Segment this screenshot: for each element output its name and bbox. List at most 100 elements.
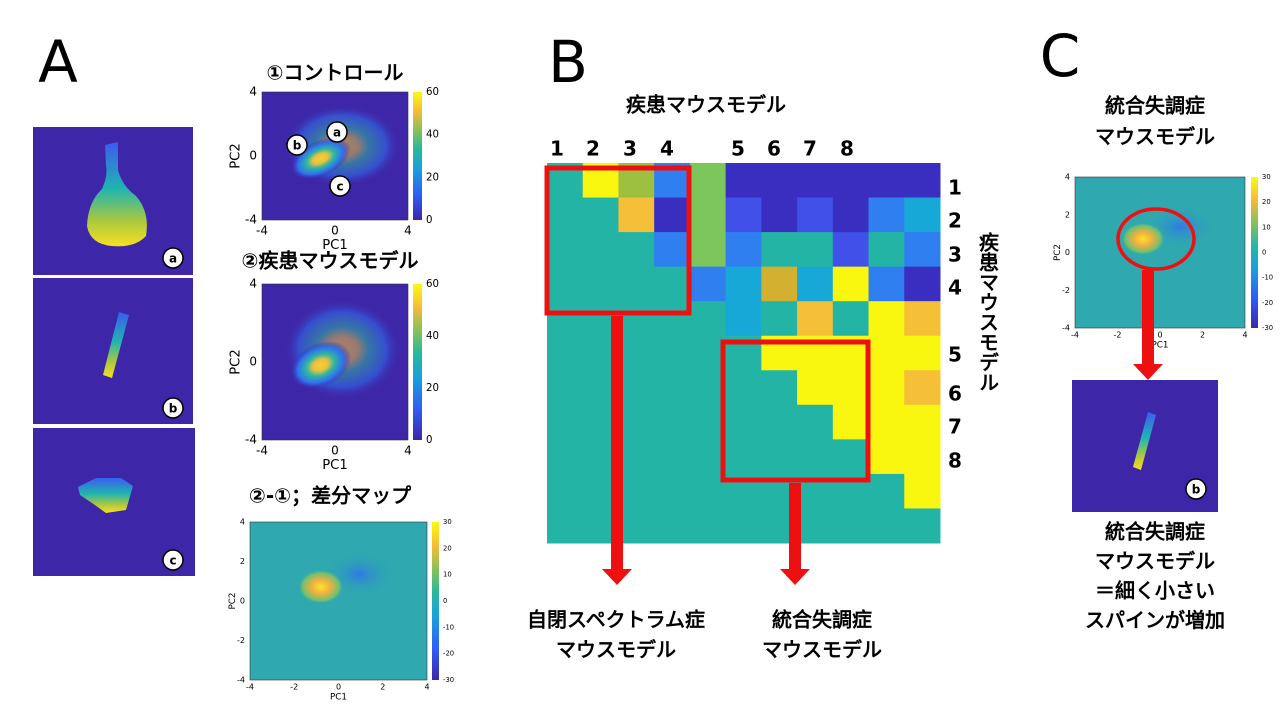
positive-region xyxy=(297,569,344,605)
circle-label: b xyxy=(169,402,178,416)
matrix-cell xyxy=(761,439,798,475)
plot-frame xyxy=(261,283,409,441)
matrix-cell xyxy=(725,508,762,544)
matrix-cell xyxy=(547,197,584,233)
column-number: 2 xyxy=(586,137,600,161)
x-tick-label: 0 xyxy=(331,443,339,457)
x-tick-label: 2 xyxy=(1200,331,1205,340)
y-tick-label: 2 xyxy=(1065,210,1070,219)
matrix-cell xyxy=(904,163,941,199)
matrix-cell xyxy=(868,301,905,337)
panel-title: 統合失調症 xyxy=(1105,94,1205,118)
plot-title: ①コントロール xyxy=(267,61,404,85)
column-number: 3 xyxy=(623,137,637,161)
column-number: 4 xyxy=(660,137,674,161)
matrix-cell xyxy=(797,163,834,199)
matrix-cell xyxy=(832,370,870,406)
matrix-cell xyxy=(868,370,905,406)
matrix-cell xyxy=(904,508,941,544)
row-number: 2 xyxy=(948,209,962,233)
matrix-cell xyxy=(904,266,941,302)
colorbar-tick-label: -30 xyxy=(443,676,454,684)
label-circle xyxy=(162,549,184,571)
x-tick-label: 0 xyxy=(1157,331,1162,340)
matrix-cell xyxy=(654,301,691,337)
matrix-cell xyxy=(547,508,584,544)
row-number: 8 xyxy=(948,449,962,473)
row-number: 6 xyxy=(948,382,962,406)
matrix-cell xyxy=(797,197,834,233)
matrix-cell xyxy=(868,197,905,233)
y-axis-label: PC2 xyxy=(1053,244,1063,261)
caption: ＝細く小さい xyxy=(1095,579,1215,603)
x-tick-label: 4 xyxy=(1242,331,1247,340)
colorbar xyxy=(1251,177,1258,328)
panel-letter: B xyxy=(548,28,588,96)
matrix-cell xyxy=(797,232,834,268)
group-label: マウスモデル xyxy=(556,638,676,662)
row-number: 4 xyxy=(948,276,962,300)
arrow xyxy=(602,316,632,585)
colorbar-tick-label: 30 xyxy=(443,518,452,526)
arrow xyxy=(1133,270,1163,380)
matrix-cell xyxy=(582,232,619,268)
x-tick-label: -4 xyxy=(256,443,268,457)
matrix-cell xyxy=(868,473,905,509)
y-tick-label: 4 xyxy=(249,277,257,291)
matrix-cell xyxy=(904,439,941,475)
x-tick-label: 2 xyxy=(380,683,385,692)
x-tick-label: 4 xyxy=(404,443,412,457)
colorbar-tick-label: 20 xyxy=(1262,198,1271,206)
caption: マウスモデル xyxy=(1095,549,1215,573)
y-axis-label: PC2 xyxy=(229,143,244,169)
matrix-cell xyxy=(618,473,655,509)
colorbar-tick-label: 60 xyxy=(426,87,439,98)
matrix-cell xyxy=(618,404,655,440)
matrix-cell xyxy=(832,508,870,544)
matrix-cell xyxy=(725,404,762,440)
matrix-cell xyxy=(725,197,762,233)
matrix-cell xyxy=(797,370,834,406)
colorbar-tick-label: 10 xyxy=(443,571,452,579)
matrix-cell xyxy=(689,439,727,475)
y-tick-label: 0 xyxy=(249,355,257,369)
colorbar-tick-label: -30 xyxy=(1262,324,1273,332)
matrix-cell xyxy=(832,404,870,440)
matrix-cell xyxy=(654,266,691,302)
matrix-cell xyxy=(797,439,834,475)
plot-title: ②疾患マウスモデル xyxy=(242,249,419,273)
y-tick-label: 2 xyxy=(240,557,245,566)
colorbar-tick-label: 20 xyxy=(426,172,439,183)
axis-title: 疾患マウスモデル xyxy=(626,93,786,117)
matrix-cell xyxy=(904,370,941,406)
matrix-cell xyxy=(868,163,905,199)
matrix-cell xyxy=(689,163,727,199)
caption: スパインが増加 xyxy=(1085,608,1225,632)
density xyxy=(283,299,401,400)
colorbar-tick-label: 40 xyxy=(426,331,439,342)
matrix-cell xyxy=(689,266,727,302)
matrix-cell xyxy=(761,266,798,302)
group-label: 統合失調症 xyxy=(772,608,872,632)
colorbar-tick-label: -10 xyxy=(1262,274,1273,282)
colorbar-tick-label: 10 xyxy=(1262,223,1271,231)
matrix-cell xyxy=(868,508,905,544)
x-axis-label: PC1 xyxy=(322,238,348,253)
plot-frame xyxy=(249,521,428,681)
matrix-cell xyxy=(547,473,584,509)
panel-letter: C xyxy=(1040,22,1081,90)
plot-area xyxy=(250,522,427,680)
circle-label: c xyxy=(169,554,176,568)
axis-title: 疾患マウスモデル xyxy=(976,231,1000,392)
colorbar-tick-label: -20 xyxy=(1262,299,1273,307)
matrix-cell xyxy=(618,508,655,544)
y-tick-label: -4 xyxy=(245,213,257,227)
label-circle xyxy=(1185,478,1207,500)
spine-shape xyxy=(103,312,129,378)
colorbar-tick-label: 0 xyxy=(426,435,432,446)
x-tick-label: 0 xyxy=(331,223,339,237)
row-number: 1 xyxy=(948,176,962,200)
x-tick-label: -2 xyxy=(1114,331,1122,340)
y-tick-label: -2 xyxy=(1062,286,1070,295)
